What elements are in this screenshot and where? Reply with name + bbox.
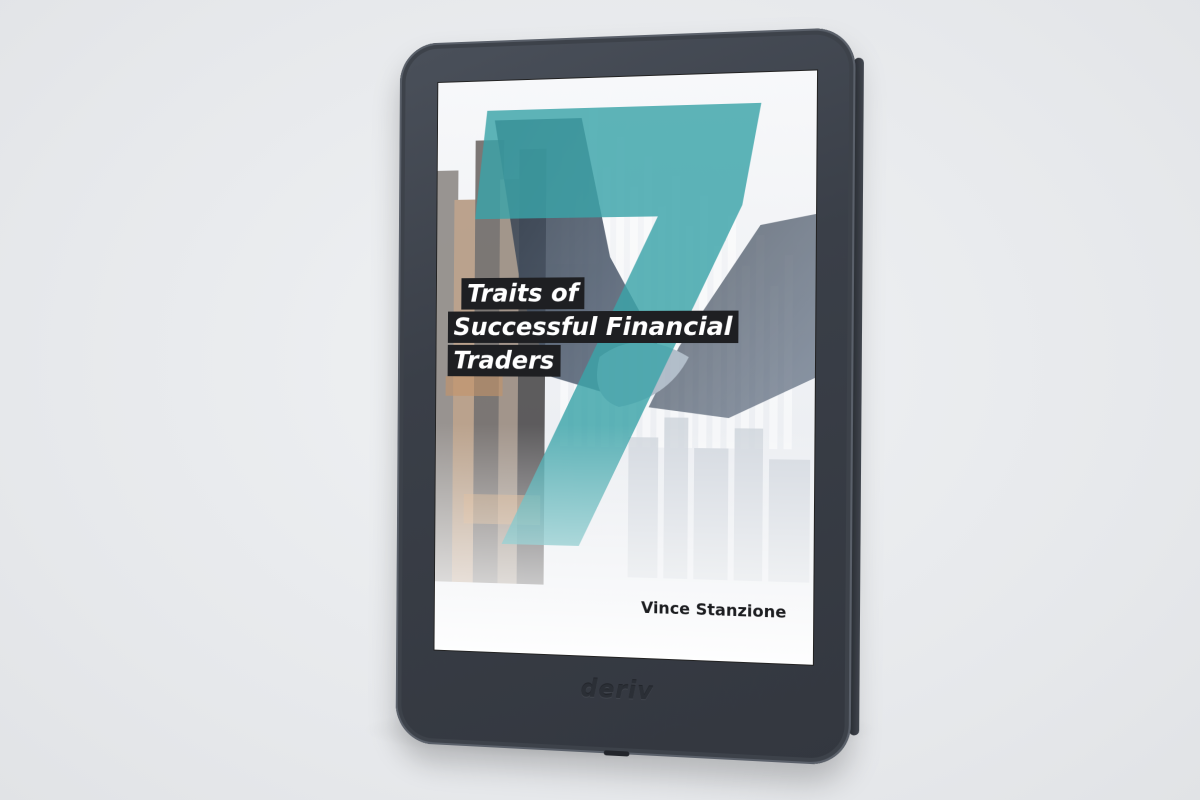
- book-title-line-3: Traders: [447, 344, 561, 377]
- ereader-screen[interactable]: Traits of Successful Financial Traders V…: [433, 69, 819, 666]
- ereader-device: Traits of Successful Financial Traders V…: [395, 26, 864, 767]
- book-title-line-2: Successful Financial: [447, 310, 739, 344]
- book-title: Traits of Successful Financial Traders: [436, 275, 815, 380]
- book-title-line-1: Traits of: [461, 277, 585, 310]
